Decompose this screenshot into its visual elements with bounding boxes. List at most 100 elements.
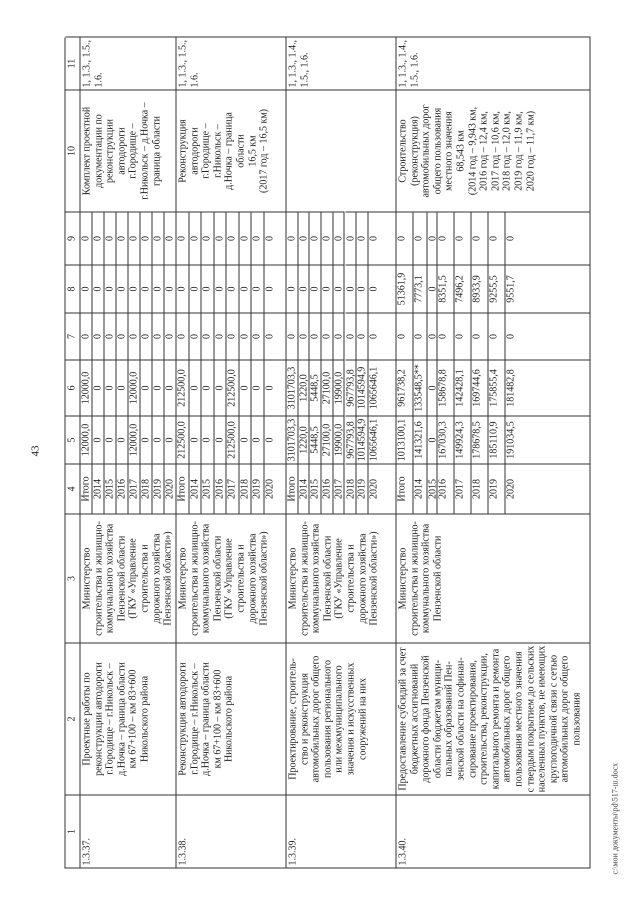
total-funding-cell: 0	[92, 415, 104, 463]
column-number-header: 6	[65, 359, 80, 415]
regional-budget-cell: 19900,0	[332, 359, 345, 415]
year-cell: 2018	[238, 463, 251, 513]
year-cell: 2014	[92, 463, 104, 513]
other-sources-cell: 0	[213, 211, 226, 264]
regional-budget-cell: 27100,0	[321, 359, 333, 415]
program-table: 1 2 3 4 5 6 7 8 9 10 11 1.3.37. Проектные работы по …	[64, 36, 590, 868]
year-cell: 2019	[488, 463, 505, 513]
year-cell: 2016	[213, 463, 226, 513]
total-funding-cell: 5448,5	[309, 415, 322, 463]
federal-budget-cell: 0	[309, 312, 322, 359]
other-sources-cell: 0	[297, 211, 310, 264]
federal-budget-cell: 0	[176, 312, 189, 359]
local-budget-cell: 0	[321, 264, 333, 312]
federal-budget-cell: 0	[104, 312, 116, 359]
local-budget-cell: 0	[286, 264, 298, 312]
regional-budget-cell: 0	[188, 359, 201, 415]
local-budget-cell: 0	[104, 264, 116, 312]
total-funding-cell: 1013100,1	[396, 415, 413, 463]
row-id: 1.3.39.	[286, 794, 396, 867]
regional-budget-cell: 169744,6	[471, 359, 488, 415]
local-budget-cell: 0	[332, 264, 345, 312]
other-sources-cell: 0	[309, 211, 322, 264]
column-number-header: 4	[65, 463, 80, 513]
total-funding-cell: 0	[104, 415, 116, 463]
row-id: 1.3.40.	[396, 794, 590, 867]
year-cell: 2017	[332, 463, 345, 513]
total-funding-cell: 212500,0	[176, 415, 189, 463]
total-funding-cell: 12000,0	[80, 415, 92, 463]
year-cell: 2019	[251, 463, 264, 513]
target-indicators: 1, 1.3., 1.4., 1.5., 1.6.	[396, 36, 590, 89]
local-budget-cell: 0	[164, 264, 176, 312]
federal-budget-cell: 0	[505, 312, 590, 359]
other-sources-cell: 0	[454, 211, 471, 264]
regional-budget-cell: 133548,5**	[413, 359, 427, 415]
federal-budget-cell: 0	[321, 312, 333, 359]
total-funding-cell: 167030,3	[437, 415, 454, 463]
federal-budget-cell: 0	[413, 312, 427, 359]
other-sources-cell: 0	[176, 211, 189, 264]
federal-budget-cell: 0	[164, 312, 176, 359]
total-funding-cell: 0	[152, 415, 164, 463]
expected-result	[286, 89, 396, 211]
other-sources-cell: 0	[140, 211, 152, 264]
year-cell: Итого	[396, 463, 413, 513]
regional-budget-cell: 0	[263, 359, 286, 415]
column-number-header: 2	[65, 642, 80, 794]
year-cell: Итого	[176, 463, 189, 513]
measure-name: Проектирование, строитель- ство и реконс…	[286, 642, 396, 794]
other-sources-cell: 0	[344, 211, 357, 264]
regional-budget-cell: 0	[92, 359, 104, 415]
regional-budget-cell: 0	[213, 359, 226, 415]
column-number-header: 11	[65, 36, 80, 89]
local-budget-cell: 0	[201, 264, 214, 312]
federal-budget-cell: 0	[140, 312, 152, 359]
local-budget-cell: 0	[427, 264, 437, 312]
federal-budget-cell: 0	[226, 312, 239, 359]
local-budget-cell: 0	[92, 264, 104, 312]
total-funding-cell: 27100,0	[321, 415, 333, 463]
federal-budget-cell: 0	[238, 312, 251, 359]
executor: Министерство строительства и жилищно- ко…	[80, 513, 176, 642]
year-cell: 2019	[356, 463, 368, 513]
federal-budget-cell: 0	[488, 312, 505, 359]
federal-budget-cell: 0	[367, 312, 396, 359]
local-budget-cell: 0	[367, 264, 396, 312]
target-indicators: 1, 1.3., 1.5., 1.6.	[176, 36, 286, 89]
regional-budget-cell: 1014594,9	[356, 359, 368, 415]
measure-name: Реконструкция автодороги г.Городище – г.…	[176, 642, 286, 794]
local-budget-cell: 0	[309, 264, 322, 312]
total-funding-cell: 0	[427, 415, 437, 463]
regional-budget-cell: 158678,8	[437, 359, 454, 415]
local-budget-cell: 8933,9	[471, 264, 488, 312]
regional-budget-cell: 3101703,3	[286, 359, 298, 415]
other-sources-cell: 0	[116, 211, 128, 264]
local-budget-cell: 0	[213, 264, 226, 312]
federal-budget-cell: 0	[263, 312, 286, 359]
year-cell: 2015	[427, 463, 437, 513]
column-number-header: 7	[65, 312, 80, 359]
federal-budget-cell: 0	[427, 312, 437, 359]
other-sources-cell: 0	[505, 211, 590, 264]
federal-budget-cell: 0	[286, 312, 298, 359]
local-budget-cell: 0	[344, 264, 357, 312]
federal-budget-cell: 0	[152, 312, 164, 359]
total-funding-cell: 1220,0	[297, 415, 310, 463]
year-cell: 2017	[226, 463, 239, 513]
other-sources-cell: 0	[226, 211, 239, 264]
local-budget-cell: 7496,2	[454, 264, 471, 312]
regional-budget-cell: 181482,8	[505, 359, 590, 415]
local-budget-cell: 0	[251, 264, 264, 312]
total-funding-cell: 19900,0	[332, 415, 345, 463]
total-funding-cell: 967793,8	[344, 415, 357, 463]
page-number: 43	[29, 445, 42, 457]
regional-budget-cell: 0	[140, 359, 152, 415]
regional-budget-cell: 5448,5	[309, 359, 322, 415]
other-sources-cell: 0	[471, 211, 488, 264]
executor: Министерство строительства и жилищно- ко…	[286, 513, 396, 642]
total-funding-cell: 1014594,9	[356, 415, 368, 463]
measure-name: Предоставление субсидий за счет бюджетны…	[396, 642, 590, 794]
column-number-header: 10	[65, 89, 80, 211]
other-sources-cell: 0	[321, 211, 333, 264]
